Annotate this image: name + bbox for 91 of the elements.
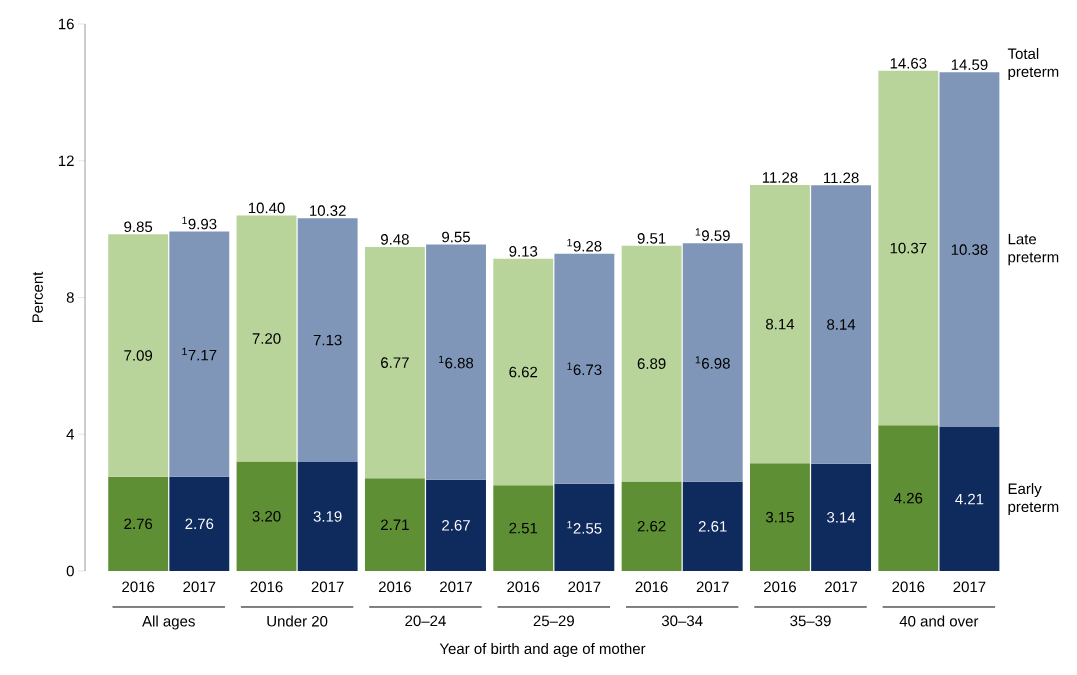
- text: 40 and over: [899, 615, 979, 627]
- bar: [811, 463, 872, 571]
- data-label: 3.14: [827, 512, 856, 523]
- total-label: $^{1}$9.28: [567, 238, 602, 252]
- text: 30–34: [661, 615, 703, 627]
- data-label: $^{1}$7.17: [182, 347, 217, 361]
- x-tick-label: 2017: [311, 581, 344, 593]
- total-label: 10.40: [248, 202, 285, 214]
- total-label: 14.63: [890, 58, 927, 69]
- data-label: 3.20: [252, 510, 281, 522]
- data-label: 2.62: [637, 520, 666, 532]
- data-label: $^{1}$6.73: [567, 362, 602, 376]
- data-label: 7.20: [252, 333, 281, 344]
- data-label: 3.15: [765, 511, 794, 523]
- bar: [554, 253, 615, 484]
- data-label: $^{1}$6.88: [439, 355, 474, 369]
- data-label: $^{1}$6.98: [695, 356, 730, 369]
- y-tick-label: 4: [66, 429, 75, 440]
- y-tick-label: 12: [58, 155, 74, 166]
- x-tick-label: 2017: [825, 581, 858, 593]
- bar: [236, 215, 297, 462]
- bar: [621, 245, 682, 482]
- total-label: 9.55: [442, 231, 470, 243]
- data-label: 6.62: [509, 366, 538, 378]
- x-tick-label: 2016: [378, 581, 411, 593]
- bar: [682, 243, 743, 482]
- x-tick-label: 2017: [953, 581, 986, 593]
- data-label: 7.13: [313, 334, 342, 346]
- bar: [939, 427, 1000, 571]
- data-label: 4.26: [894, 492, 923, 504]
- x-axis-title: Year of birth and age of mother: [439, 643, 646, 657]
- bar: [236, 461, 297, 571]
- x-tick-label: 2017: [183, 581, 216, 593]
- bar: [493, 485, 554, 571]
- bar: [811, 185, 872, 464]
- data-label: 2.71: [381, 519, 409, 530]
- data-label: 8.14: [766, 318, 795, 330]
- data-label: 8.14: [827, 319, 856, 330]
- bar: [364, 478, 425, 571]
- total-label: $^{1}$9.93: [182, 216, 217, 230]
- bar: [554, 483, 615, 571]
- bar: [939, 72, 1000, 428]
- data-label: 2.67: [442, 520, 470, 531]
- text: 25–29: [533, 615, 574, 627]
- x-tick-label: 2017: [696, 581, 729, 593]
- bar: [682, 481, 743, 571]
- data-label: 7.09: [124, 350, 153, 361]
- total-label: 9.51: [637, 233, 666, 244]
- y-tick-label: 16: [58, 18, 74, 30]
- x-tick-label: 2016: [507, 581, 540, 593]
- x-tick-label: 2016: [892, 581, 925, 593]
- total-label: 14.59: [951, 59, 988, 70]
- data-label: 6.89: [637, 358, 666, 369]
- text: 20–24: [405, 615, 446, 627]
- data-label: 2.51: [509, 522, 538, 534]
- total-label: 11.28: [824, 172, 859, 184]
- total-label: 10.32: [310, 205, 346, 216]
- data-label: 6.77: [381, 357, 409, 368]
- total-label: 9.13: [509, 246, 538, 257]
- total-label: 9.48: [381, 234, 409, 245]
- x-tick-label: 2016: [635, 581, 668, 593]
- x-tick-label: 2017: [440, 581, 472, 593]
- data-label: 10.37: [890, 242, 927, 254]
- x-tick-label: 2016: [122, 581, 155, 593]
- bar: [621, 481, 682, 571]
- data-label: 2.76: [124, 518, 153, 530]
- text: All ages: [142, 615, 195, 630]
- total-label: 9.85: [124, 221, 153, 233]
- x-tick-label: 2016: [764, 581, 796, 593]
- data-label: $^{1}$2.55: [567, 521, 602, 534]
- bar: [493, 258, 554, 486]
- bar: [364, 246, 425, 479]
- bar: [108, 476, 169, 571]
- x-tick-label: 2017: [568, 581, 601, 593]
- data-label: 2.61: [698, 521, 727, 532]
- text: Under 20: [267, 615, 328, 627]
- y-tick-label: 0: [66, 565, 74, 577]
- total-label: 11.28: [762, 172, 798, 183]
- data-label: 4.21: [955, 493, 984, 505]
- data-label: 2.76: [185, 518, 214, 530]
- y-tick-label: 8: [66, 292, 74, 303]
- y-axis-title: Percent: [32, 271, 43, 323]
- x-tick-label: 2016: [250, 581, 283, 593]
- series-label: Early preterm: [1008, 483, 1059, 516]
- text: Total preterm: [1007, 48, 1059, 80]
- data-label: 3.19: [313, 511, 342, 522]
- text: 35–39: [790, 615, 831, 627]
- data-label: 10.38: [951, 244, 988, 255]
- bar: [108, 234, 169, 477]
- series-label: Late preterm: [1008, 233, 1059, 266]
- total-label: $^{1}$9.59: [695, 228, 730, 241]
